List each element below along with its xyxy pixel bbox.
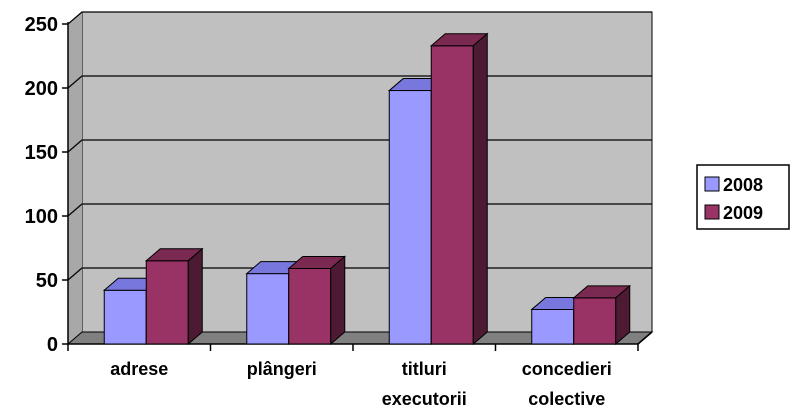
gridline-depth <box>67 75 83 89</box>
y-tick-label: 50 <box>36 270 58 292</box>
x-tick-label: titluri <box>402 359 447 379</box>
x-tick-label: executorii <box>382 389 467 409</box>
bar-side <box>615 284 631 346</box>
bar <box>531 308 575 345</box>
bar-side <box>187 247 203 346</box>
legend-swatch <box>704 204 720 220</box>
bar-side <box>330 255 346 346</box>
y-tick-label: 100 <box>25 206 58 228</box>
y-tick-label: 150 <box>25 142 58 164</box>
y-tick-label: 0 <box>47 334 58 356</box>
x-tick-label: adrese <box>110 359 168 379</box>
bar-side <box>472 32 488 346</box>
bar <box>388 90 432 345</box>
y-tick-label: 250 <box>25 14 58 36</box>
legend-label: 2008 <box>723 175 763 195</box>
bar <box>246 273 290 345</box>
bar <box>430 45 474 345</box>
x-tick-label: plângeri <box>247 359 317 379</box>
legend-label: 2009 <box>723 203 763 223</box>
y-tick-label: 200 <box>25 78 58 100</box>
x-tick-label: concedieri <box>522 359 612 379</box>
gridline-depth <box>67 203 83 217</box>
legend-swatch <box>704 176 720 192</box>
bar <box>145 260 189 345</box>
gridline-depth <box>67 267 83 281</box>
bar <box>103 289 147 345</box>
gridline-depth <box>67 11 83 25</box>
x-axis-depth <box>637 331 653 345</box>
bar <box>573 297 617 345</box>
gridline-depth <box>67 139 83 153</box>
x-tick-label: colective <box>528 389 605 409</box>
bar <box>288 267 332 345</box>
plot-side-wall <box>68 12 82 344</box>
